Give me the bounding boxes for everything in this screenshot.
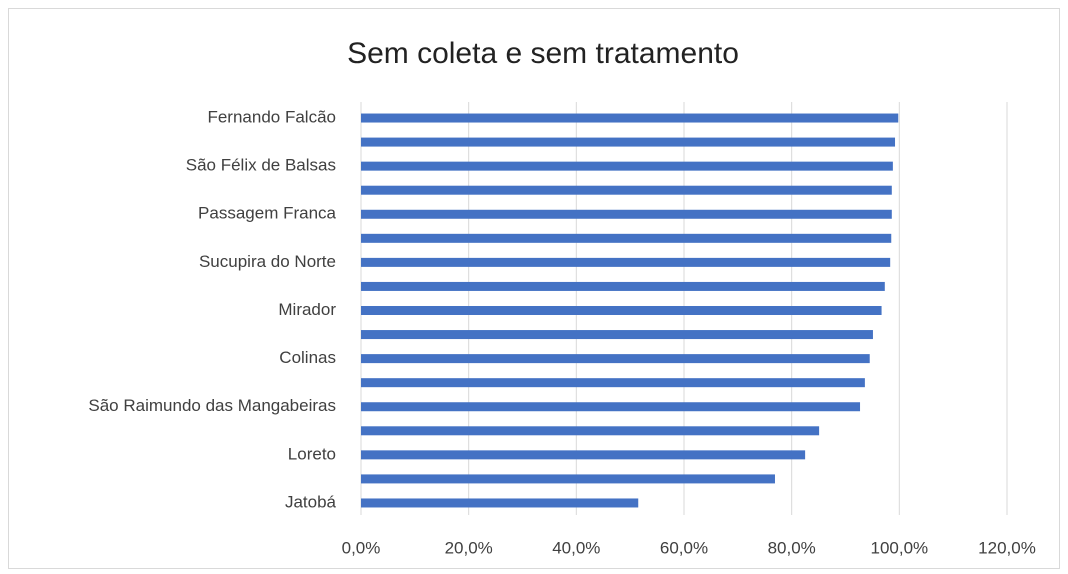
x-tick-label: 40,0% xyxy=(552,538,600,557)
bar xyxy=(361,450,806,460)
x-tick-label: 60,0% xyxy=(660,538,708,557)
bar xyxy=(361,233,892,243)
bar xyxy=(361,209,892,219)
bar xyxy=(361,161,893,171)
bar xyxy=(361,354,870,364)
bar xyxy=(361,474,775,484)
bar xyxy=(361,378,865,388)
x-tick-label: 80,0% xyxy=(768,538,816,557)
y-tick-label: Loreto xyxy=(288,444,336,463)
y-tick-label: Fernando Falcão xyxy=(207,108,336,127)
x-tick-label: 100,0% xyxy=(870,538,928,557)
y-tick-label: Sucupira do Norte xyxy=(199,252,336,271)
bar xyxy=(361,330,873,340)
y-tick-label: Colinas xyxy=(279,348,336,367)
bar xyxy=(361,257,891,267)
x-tick-label: 0,0% xyxy=(342,538,381,557)
x-tick-label: 120,0% xyxy=(978,538,1036,557)
bar xyxy=(361,113,899,123)
y-tick-label: Mirador xyxy=(278,300,336,319)
bar xyxy=(361,402,861,412)
bar xyxy=(361,426,820,436)
bar xyxy=(361,137,896,147)
y-tick-label: Jatobá xyxy=(285,492,337,511)
chart-title: Sem coleta e sem tratamento xyxy=(347,37,739,70)
bar xyxy=(361,185,892,195)
bar xyxy=(361,498,639,508)
bar xyxy=(361,281,885,291)
y-tick-label: Passagem Franca xyxy=(198,204,336,223)
y-tick-label: São Raimundo das Mangabeiras xyxy=(88,396,336,415)
y-tick-label: São Félix de Balsas xyxy=(186,156,336,175)
bar xyxy=(361,306,882,315)
x-tick-label: 20,0% xyxy=(445,538,493,557)
